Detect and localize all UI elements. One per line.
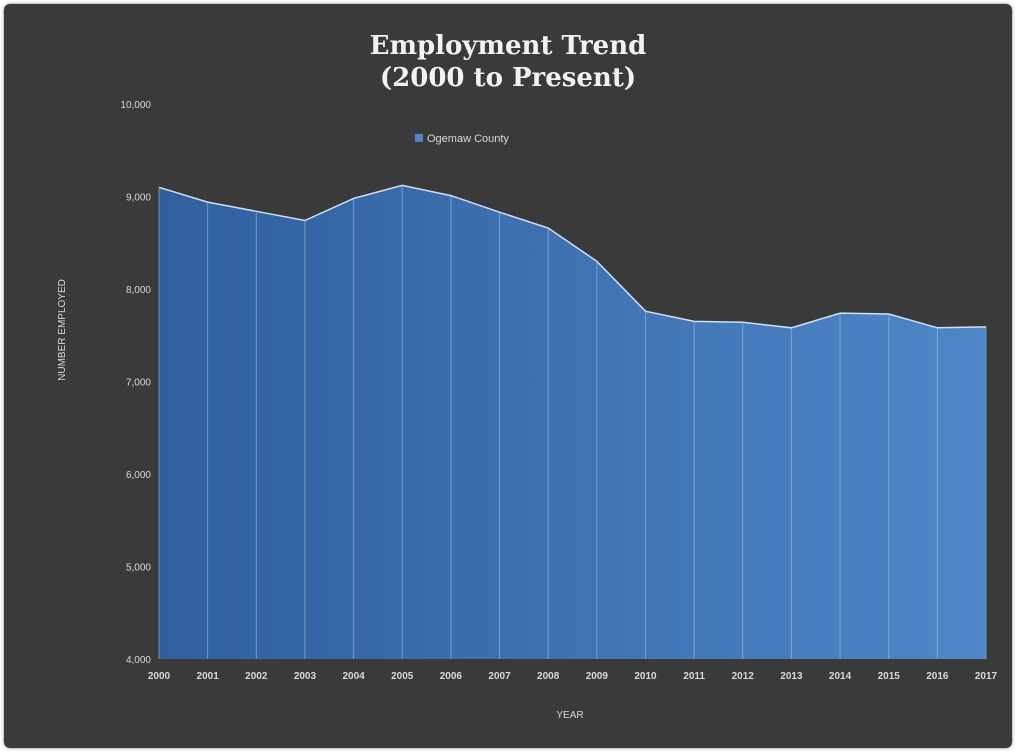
legend-label: Ogemaw County — [427, 133, 509, 145]
y-tick-label: 9,000 — [126, 193, 151, 204]
x-tick-label: 2006 — [440, 671, 463, 682]
x-axis-title: YEAR — [556, 710, 583, 721]
x-tick-label: 2001 — [197, 671, 220, 682]
area-series-ogemaw-county — [159, 185, 986, 659]
x-tick-label: 2007 — [488, 671, 511, 682]
x-tick-label: 2008 — [537, 671, 560, 682]
chart-title-line2: (2000 to Present) — [379, 63, 637, 93]
chart-title: Employment Trend (2000 to Present) — [4, 30, 1012, 94]
area-outline — [158, 184, 987, 329]
x-tick-label: 2009 — [586, 671, 609, 682]
x-tick-label: 2010 — [634, 671, 657, 682]
legend-swatch — [415, 134, 423, 142]
x-tick-label: 2002 — [245, 671, 268, 682]
chart-title-line1: Employment Trend — [369, 31, 647, 61]
y-tick-label: 8,000 — [126, 285, 151, 296]
area-chart: 4,000 5,000 6,000 7,000 8,000 9,000 10,000 200… — [57, 100, 998, 721]
divider-layer — [158, 185, 987, 659]
x-tick-label: 2000 — [148, 671, 171, 682]
x-tick-label: 2015 — [878, 671, 901, 682]
x-tick-label: 2016 — [926, 671, 949, 682]
x-tick-label: 2013 — [780, 671, 803, 682]
y-tick-label: 5,000 — [126, 563, 151, 574]
area-layer — [158, 184, 987, 659]
x-tick-label: 2017 — [975, 671, 998, 682]
y-tick-label: 7,000 — [126, 378, 151, 389]
y-tick-label: 4,000 — [126, 655, 151, 666]
y-axis: 4,000 5,000 6,000 7,000 8,000 9,000 10,000 — [120, 100, 151, 666]
x-tick-label: 2011 — [683, 671, 705, 682]
x-tick-label: 2014 — [829, 671, 852, 682]
y-tick-label: 6,000 — [126, 470, 151, 481]
y-tick-label: 10,000 — [120, 100, 151, 111]
y-axis-title: NUMBER EMPLOYED — [57, 279, 68, 381]
legend: Ogemaw County — [415, 133, 509, 145]
x-axis: 2000 2001 2002 2003 2004 2005 2006 2007 2008 2009… — [148, 671, 998, 682]
chart-container: Employment Trend (2000 to Present) 4,000… — [4, 4, 1012, 748]
x-tick-label: 2003 — [294, 671, 317, 682]
x-tick-label: 2005 — [391, 671, 414, 682]
x-tick-label: 2012 — [732, 671, 755, 682]
x-tick-label: 2004 — [342, 671, 365, 682]
